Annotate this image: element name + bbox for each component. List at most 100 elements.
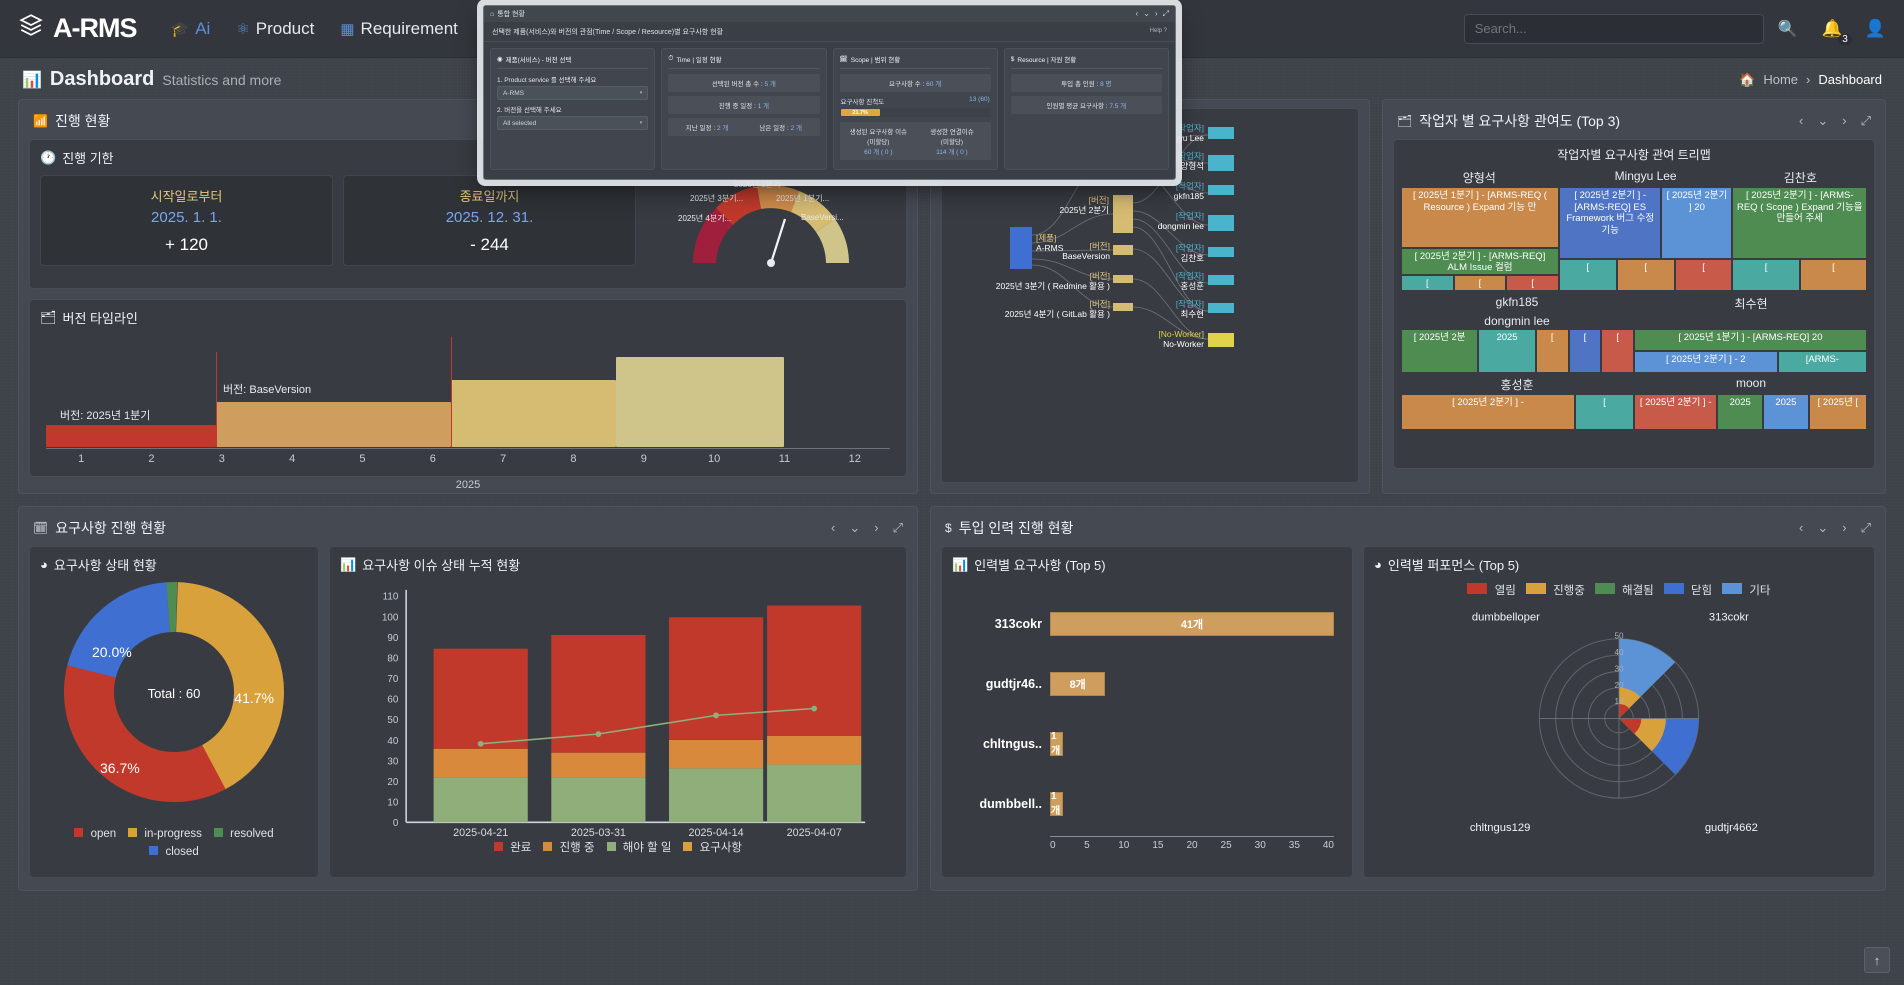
- section-title: 요구사항 이슈 상태 누적 현황: [362, 558, 521, 573]
- legend-item-closed[interactable]: closed: [40, 846, 308, 858]
- prev-icon[interactable]: ‹: [1799, 113, 1804, 128]
- card-requirement-progress: 🗓 요구사항 진행 현황 ‹ ⌄ › ⤢ ◕ 요구사항 상태 현황: [18, 506, 918, 891]
- prev-icon[interactable]: ‹: [831, 520, 836, 535]
- donut-label-inprogress: 41.7%: [234, 690, 274, 706]
- next-icon[interactable]: ›: [874, 520, 879, 535]
- expand-icon[interactable]: ⤢: [1162, 9, 1169, 18]
- legend-item-in-progress[interactable]: in-progress: [128, 828, 202, 840]
- legend-item-done[interactable]: 완료: [494, 839, 531, 855]
- sankey-label-version-2: [버전] BaseVersion: [1028, 241, 1110, 261]
- treemap-cell[interactable]: [ 2025년 2분기 ] 20: [1662, 188, 1732, 258]
- treemap-cell[interactable]: [: [1617, 260, 1674, 290]
- treemap-cell[interactable]: [: [1507, 276, 1558, 290]
- treemap-cell[interactable]: [: [1800, 260, 1867, 290]
- sankey-node-version-4[interactable]: [1113, 303, 1133, 311]
- nav-item-requirement[interactable]: ▦ Requirement: [340, 19, 458, 39]
- treemap-cell[interactable]: [: [1402, 276, 1453, 290]
- legend-item-in-progress[interactable]: 진행중: [1525, 582, 1585, 598]
- version-select[interactable]: All selected ▾: [497, 116, 649, 130]
- treemap-cell[interactable]: 2025: [1718, 395, 1763, 429]
- sankey-node-worker-6[interactable]: [1208, 303, 1234, 313]
- sankey-node-worker-0[interactable]: [1208, 127, 1234, 139]
- user-avatar-icon[interactable]: 👤: [1864, 18, 1886, 38]
- legend-item-open[interactable]: 열림: [1467, 582, 1516, 598]
- timeline-bar-base: [216, 402, 451, 447]
- treemap-subrow: [ 2025년 2분기 ] - [ARMS-REQ] ES Framework …: [1559, 188, 1732, 258]
- bar-fill[interactable]: 8개: [1050, 672, 1106, 696]
- treemap-cell[interactable]: [ 2025년 2분기 ] -: [1635, 395, 1717, 429]
- treemap-cell[interactable]: [ 2025년 1분기 ] - [ARMS-REQ ( Resource ) E…: [1402, 188, 1558, 247]
- legend-item-todo[interactable]: 해야 할 일: [606, 839, 671, 855]
- treemap-cell[interactable]: 2025: [1764, 395, 1808, 429]
- treemap-cell[interactable]: [ 2025년 2분기 ] - [ARMS-REQ ( Scope ) Expa…: [1733, 188, 1867, 258]
- treemap-cell[interactable]: [: [1575, 395, 1633, 429]
- search-box[interactable]: [1463, 13, 1764, 44]
- legend-item-open[interactable]: open: [74, 828, 116, 840]
- treemap-cell[interactable]: [: [1536, 330, 1568, 372]
- sankey-node-worker-7[interactable]: [1208, 333, 1234, 347]
- legend-item-in-progress[interactable]: 진행 중: [543, 839, 595, 855]
- panel-title: Time | 일정 현황: [676, 57, 722, 64]
- integrated-status-modal[interactable]: ⌂ 통합 현황 ‹ ⌄ › ⤢ 선택한 제품(서비스)와 버전의 관점(Time…: [483, 5, 1176, 180]
- treemap-subtitle: 작업자별 요구사항 관여 트리맵: [1557, 148, 1711, 162]
- treemap-cell[interactable]: [ 2025년 [: [1809, 395, 1866, 429]
- chevron-down-icon[interactable]: ⌄: [1143, 9, 1150, 18]
- sankey-node-worker-4[interactable]: [1208, 247, 1234, 257]
- chevron-down-icon[interactable]: ⌄: [1817, 113, 1829, 128]
- search-icon[interactable]: 🔍: [1777, 20, 1798, 38]
- prev-icon[interactable]: ‹: [1799, 520, 1804, 535]
- help-link[interactable]: Help ?: [1149, 28, 1167, 34]
- time-stat-in-progress: 진행 중 일정 : 1 개: [668, 96, 820, 114]
- next-icon[interactable]: ›: [1842, 520, 1847, 535]
- scroll-to-top-button[interactable]: ↑: [1864, 947, 1890, 973]
- treemap-cell[interactable]: [ 2025년 2분기 ] - 2: [1635, 352, 1777, 372]
- legend-item-resolved[interactable]: resolved: [213, 828, 274, 840]
- legend-item-resolved[interactable]: 해결됨: [1594, 582, 1654, 598]
- treemap-cell[interactable]: [: [1602, 330, 1634, 372]
- expand-icon[interactable]: ⤢: [1860, 113, 1871, 128]
- sankey-node-worker-1[interactable]: [1208, 155, 1234, 171]
- node-tag: [버전]: [1089, 271, 1110, 281]
- legend-item-requirement[interactable]: 요구사항: [683, 839, 742, 855]
- next-icon[interactable]: ›: [1154, 9, 1158, 18]
- expand-icon[interactable]: ⤢: [1860, 520, 1871, 535]
- treemap-cell[interactable]: [: [1569, 330, 1601, 372]
- bar-fill[interactable]: 41개: [1050, 612, 1334, 636]
- sankey-node-version-1[interactable]: [1113, 195, 1133, 233]
- nav-item-product[interactable]: ⚛ Product: [236, 19, 314, 39]
- notifications-button[interactable]: 🔔 3: [1822, 19, 1852, 45]
- treemap-cell[interactable]: [ 2025년 1분기 ] - [ARMS-REQ] 20: [1635, 330, 1866, 350]
- node-tag: [작업자]: [1175, 123, 1204, 133]
- treemap-cell[interactable]: [: [1454, 276, 1506, 290]
- treemap-cell[interactable]: [: [1675, 260, 1732, 290]
- next-icon[interactable]: ›: [1842, 113, 1847, 128]
- app-logo[interactable]: A-RMS: [18, 12, 137, 45]
- treemap-cell[interactable]: [: [1559, 260, 1616, 290]
- legend-item-etc[interactable]: 기타: [1722, 582, 1771, 598]
- sankey-node-worker-5[interactable]: [1208, 275, 1234, 285]
- sankey-node-version-3[interactable]: [1113, 275, 1133, 283]
- treemap-cell[interactable]: 2025: [1479, 330, 1535, 372]
- breadcrumb-home[interactable]: Home: [1763, 72, 1799, 87]
- search-input[interactable]: [1474, 21, 1753, 36]
- treemap-cell[interactable]: [ARMS-: [1778, 352, 1866, 372]
- prev-icon[interactable]: ‹: [1135, 9, 1139, 18]
- sankey-node-worker-3[interactable]: [1208, 215, 1234, 231]
- legend-item-closed[interactable]: 닫힘: [1663, 582, 1712, 598]
- product-select[interactable]: A-RMS ▾: [497, 86, 649, 100]
- treemap-cell[interactable]: [ 2025년 2분기 ] - [ARMS-REQ] ALM Issue 컬럼: [1402, 248, 1558, 274]
- chevron-down-icon[interactable]: ⌄: [1817, 520, 1829, 535]
- treemap-cell[interactable]: [: [1733, 260, 1799, 290]
- expand-icon[interactable]: ⤢: [892, 520, 903, 535]
- scope-created-issues: 생성된 요구사항 이슈 (미할당) 60 개 ( 0 ): [842, 126, 916, 156]
- sankey-node-version-2[interactable]: [1113, 245, 1133, 255]
- sankey-node-product[interactable]: [1010, 227, 1032, 269]
- bar-fill[interactable]: 1개: [1050, 791, 1063, 817]
- treemap-cell[interactable]: [ 2025년 2분기 ] -: [1402, 395, 1574, 429]
- sankey-node-worker-2[interactable]: [1208, 185, 1234, 195]
- chevron-down-icon[interactable]: ⌄: [849, 520, 861, 535]
- treemap-cell[interactable]: [ 2025년 2분기 ] - [ARMS-REQ] ES Framework …: [1559, 188, 1661, 258]
- treemap-cell[interactable]: [ 2025년 2분: [1402, 330, 1478, 372]
- nav-item-ai[interactable]: 🎓 Ai: [171, 19, 211, 39]
- bar-fill[interactable]: 1개: [1050, 731, 1063, 757]
